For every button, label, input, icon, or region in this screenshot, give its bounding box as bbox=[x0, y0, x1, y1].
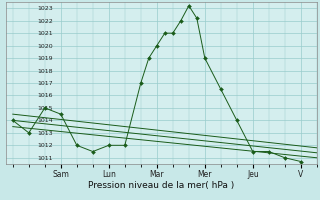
X-axis label: Pression niveau de la mer( hPa ): Pression niveau de la mer( hPa ) bbox=[88, 181, 235, 190]
